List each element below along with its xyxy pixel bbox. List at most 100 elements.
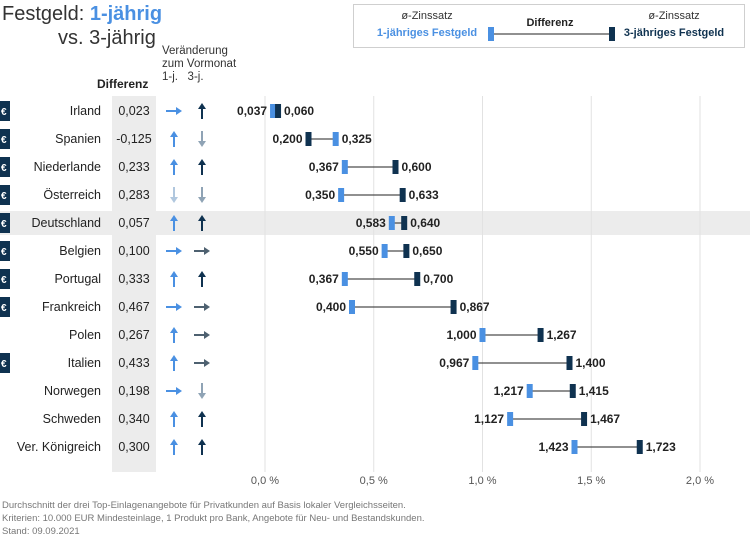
arrow-head [198,141,206,147]
one-year-label: 1,217 [494,384,524,398]
dumbbell-chart: 0,0 % 0,5 % 1,0 % 1,5 % 2,0 % € Irland 0,023 0,0… [0,96,714,487]
one-year-marker [338,188,345,202]
change-header-line2: zum Vormonat [162,58,237,70]
country-label-frankreich: Frankreich [42,300,101,314]
three-year-marker [636,440,643,454]
three-year-label: 0,600 [402,160,432,174]
difference-value: 0,023 [118,104,149,118]
change-header: Veränderung zum Vormonat 1-j. 3-j. [162,45,236,84]
three-year-marker [403,244,410,258]
one-year-marker [571,440,578,454]
arrow-head [204,359,210,367]
title-vs: vs. [58,27,90,49]
euro-badge [0,241,10,261]
difference-header: Differenz [97,77,149,91]
arrow-head [170,271,178,277]
change-1y-arrow-icon [170,187,178,203]
country-label-italien: Italien [68,356,101,370]
footer-line1: Durchschnitt der drei Top-Einlagenangebo… [2,500,406,511]
three-year-label: 0,633 [409,188,439,202]
difference-value: 0,300 [118,440,149,454]
change-3y-arrow-icon [194,331,210,339]
one-year-label: 0,325 [342,132,372,146]
arrow-head [170,411,178,417]
three-year-label: 0,650 [412,244,442,258]
legend-one-year-marker [488,27,494,41]
change-3y-arrow-icon [198,383,206,399]
arrow-head [170,131,178,137]
arrow-head [198,439,206,445]
three-year-marker [305,132,312,146]
change-1y-arrow-icon [170,439,178,455]
chart-title: Festgeld: 1-jährig [2,2,162,26]
x-tick-label: 0,0 % [251,475,279,487]
euro-badge [0,101,10,121]
legend-swatch [488,27,615,41]
chart-title-line2: vs. 3-jährig [58,26,156,50]
euro-icon: € [1,107,7,118]
change-3y-arrow-icon [198,103,206,119]
arrow-head [198,393,206,399]
change-1y-arrow-icon [170,271,178,287]
three-year-label: 1,267 [547,328,577,342]
arrow-head [176,107,182,115]
arrow-head [170,355,178,361]
difference-value: 0,340 [118,412,149,426]
legend-left-top: ø-Zinssatz [401,10,453,22]
change-1y-arrow-icon [166,303,182,311]
three-year-marker [392,160,399,174]
difference-value: 0,198 [118,384,149,398]
one-year-marker [507,412,514,426]
title-three-year: 3-jährig [89,27,156,49]
legend-right-bottom: 3-jähriges Festgeld [623,27,725,39]
x-tick-label: 2,0 % [686,475,714,487]
one-year-label: 1,000 [446,328,476,342]
change-header-line3: 1-j. 3-j. [162,71,204,83]
one-year-label: 1,127 [474,412,504,426]
country-label-spanien: Spanien [55,132,101,146]
legend-left-bottom: 1-jähriges Festgeld [376,27,478,39]
change-1y-arrow-icon [170,131,178,147]
euro-badge [0,353,10,373]
country-label-polen: Polen [69,328,101,342]
legend-middle: Differenz [526,17,574,29]
arrow-head [170,159,178,165]
difference-value: 0,283 [118,188,149,202]
euro-icon: € [1,303,7,314]
euro-icon: € [1,191,7,202]
arrow-head [204,303,210,311]
change-1y-arrow-icon [170,159,178,175]
three-year-marker [569,384,576,398]
legend: ø-Zinssatz 1-jähriges Festgeld Differenz… [353,4,745,48]
difference-value: 0,333 [118,272,149,286]
change-1y-arrow-icon [170,327,178,343]
three-year-marker [581,412,588,426]
change-1y-arrow-icon [170,215,178,231]
arrow-head [170,215,178,221]
difference-value: 0,433 [118,356,149,370]
country-label-irland: Irland [70,104,101,118]
euro-badge [0,129,10,149]
three-year-marker [414,272,421,286]
change-3y-arrow-icon [198,411,206,427]
euro-icon: € [1,163,7,174]
arrow-head [198,197,206,203]
three-year-label: 0,200 [272,132,302,146]
footer-line2: Kriterien: 10.000 EUR Mindesteinlage, 1 … [2,513,425,524]
difference-value: 0,233 [118,160,149,174]
euro-badge [0,297,10,317]
country-label-belgien: Belgien [59,244,101,258]
difference-value: -0,125 [116,132,151,146]
one-year-marker [332,132,339,146]
x-tick-label: 0,5 % [360,475,388,487]
three-year-label: 0,060 [284,104,314,118]
one-year-label: 0,367 [309,160,339,174]
change-3y-arrow-icon [198,131,206,147]
arrow-head [198,159,206,165]
euro-icon: € [1,219,7,230]
one-year-marker [349,300,355,314]
country-label-portugal: Portugal [54,272,101,286]
one-year-marker [526,384,533,398]
arrow-head [176,303,182,311]
arrow-head [198,103,206,109]
